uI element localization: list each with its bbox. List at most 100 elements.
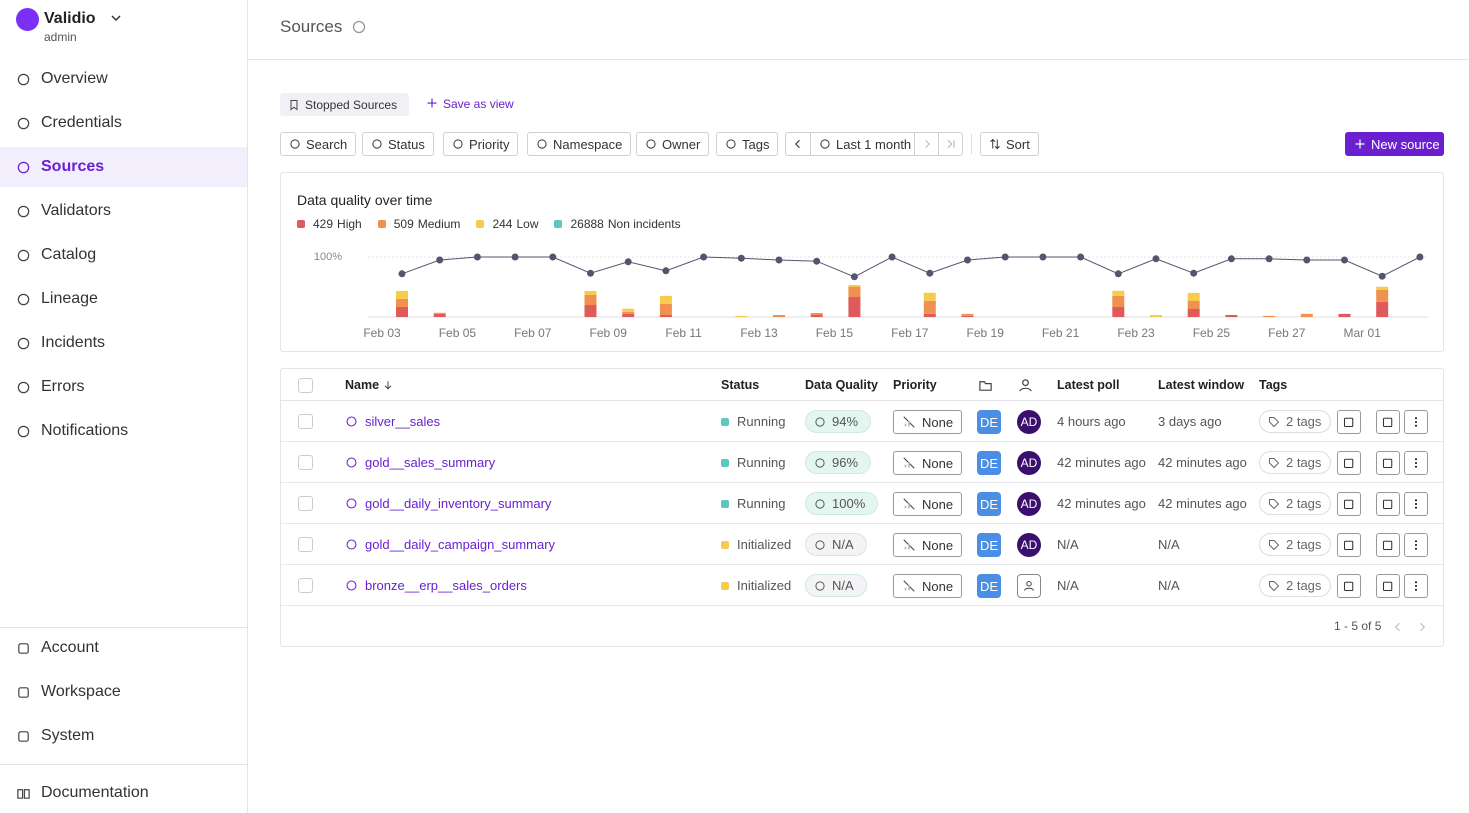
data-quality[interactable]: 100% [805,492,879,515]
prev-page[interactable] [1392,620,1404,638]
notify-button[interactable] [1376,410,1400,434]
nav-item[interactable]: Errors [0,367,247,407]
sort-button[interactable]: Sort [980,132,1039,156]
source-name[interactable]: gold__daily_inventory_summary [345,483,551,524]
data-quality[interactable]: 96% [805,451,872,474]
tags[interactable]: 2 tags [1259,410,1331,433]
source-name[interactable]: gold__sales_summary [345,442,495,483]
filter-button[interactable]: Namespace [527,132,632,156]
time-range[interactable]: Last 1 month [810,132,915,156]
more-button[interactable] [1404,574,1428,598]
notify-button[interactable] [1376,533,1400,557]
checkbox[interactable] [298,378,313,393]
priority[interactable]: None [893,574,962,598]
priority[interactable]: None [893,410,962,434]
bar-segment [659,303,672,315]
nav-item[interactable]: System [0,716,247,756]
source-name[interactable]: gold__daily_campaign_summary [345,524,555,565]
filter-button[interactable]: Priority [443,132,519,156]
edit-button[interactable] [1337,574,1361,598]
owner[interactable]: AD [1017,451,1041,475]
nav-item[interactable]: Catalog [0,235,247,275]
filter-button[interactable]: Owner [636,132,710,156]
nav-item[interactable]: Notifications [0,411,247,451]
more-button[interactable] [1404,451,1428,475]
priority[interactable]: None [893,451,962,475]
notify-button[interactable] [1376,574,1400,598]
more-button[interactable] [1404,410,1428,434]
nav-item[interactable]: Overview [0,59,247,99]
owner[interactable]: AD [1017,492,1041,516]
checkbox[interactable] [298,578,313,593]
nav-item[interactable]: Incidents [0,323,247,363]
legend-count: 26888 [570,217,604,231]
checkbox[interactable] [298,455,313,470]
next-range[interactable] [914,132,939,156]
tags[interactable]: 2 tags [1259,574,1331,597]
data-quality[interactable]: N/A [805,533,867,556]
save-view[interactable]: Save as view [426,97,514,111]
filter-button[interactable]: Tags [716,132,779,156]
more-button[interactable] [1404,533,1428,557]
nav-item[interactable]: Documentation [0,773,247,813]
tags[interactable]: 2 tags [1259,451,1331,474]
nav-item[interactable]: Account [0,628,247,668]
source-name[interactable]: bronze__erp__sales_orders [345,565,527,606]
filter-button[interactable]: Status [362,132,434,156]
column-label: Latest poll [1057,378,1120,392]
column-header[interactable]: Name [345,369,394,401]
tags[interactable]: 2 tags [1259,492,1331,515]
data-quality[interactable]: 94% [805,410,872,433]
namespace[interactable]: DE [977,451,1001,475]
namespace[interactable]: DE [977,533,1001,557]
legend-item[interactable]: 429 High [297,217,362,231]
legend-item[interactable]: 244 Low [476,217,538,231]
nav-item[interactable]: Sources [0,147,247,187]
data-quality[interactable]: N/A [805,574,867,597]
next-page[interactable] [1416,620,1428,638]
owner-empty[interactable] [1017,574,1041,598]
edit-button[interactable] [1337,533,1361,557]
latest-window: 3 days ago [1158,414,1222,429]
notify-button[interactable] [1376,451,1400,475]
owner[interactable]: AD [1017,533,1041,557]
icon [346,416,357,427]
help[interactable] [351,19,367,35]
edit-button[interactable] [1337,410,1361,434]
namespace[interactable]: DE [977,574,1001,598]
owner[interactable]: AD [1017,410,1041,434]
namespace[interactable]: DE [977,410,1001,434]
nav-item[interactable]: Lineage [0,279,247,319]
checkbox[interactable] [298,537,313,552]
nav-label: Overview [41,70,108,87]
legend-count: 509 [393,217,414,231]
icon [1382,499,1393,510]
namespace[interactable]: DE [977,492,1001,516]
checkbox[interactable] [298,496,313,511]
nav-item[interactable]: Credentials [0,103,247,143]
edit-button[interactable] [1337,492,1361,516]
more-button[interactable] [1404,492,1428,516]
checkbox[interactable] [298,414,313,429]
priority[interactable]: None [893,492,962,516]
tags[interactable]: 2 tags [1259,533,1331,556]
workspace-menu[interactable] [108,10,124,26]
priority[interactable]: None [893,533,962,557]
source-name[interactable]: silver__sales [345,401,440,442]
icon [1382,581,1393,592]
saved-view[interactable]: Stopped Sources [280,93,410,116]
legend-item[interactable]: 26888 Non incidents [554,217,681,231]
edit-button[interactable] [1337,451,1361,475]
brand-name[interactable]: Validio [44,10,96,27]
prev-range[interactable] [785,132,811,156]
new-source-button[interactable]: New source [1345,132,1444,156]
nav-item[interactable]: Validators [0,191,247,231]
filter-button[interactable]: Search [280,132,357,156]
chart-title: Data quality over time [297,192,433,208]
legend-item[interactable]: 509 Medium [377,217,460,231]
nav-item[interactable]: Workspace [0,672,247,712]
status-text: Running [737,414,786,429]
notify-button[interactable] [1376,492,1400,516]
latest-range[interactable] [938,132,963,156]
latest-poll: N/A [1057,578,1079,593]
